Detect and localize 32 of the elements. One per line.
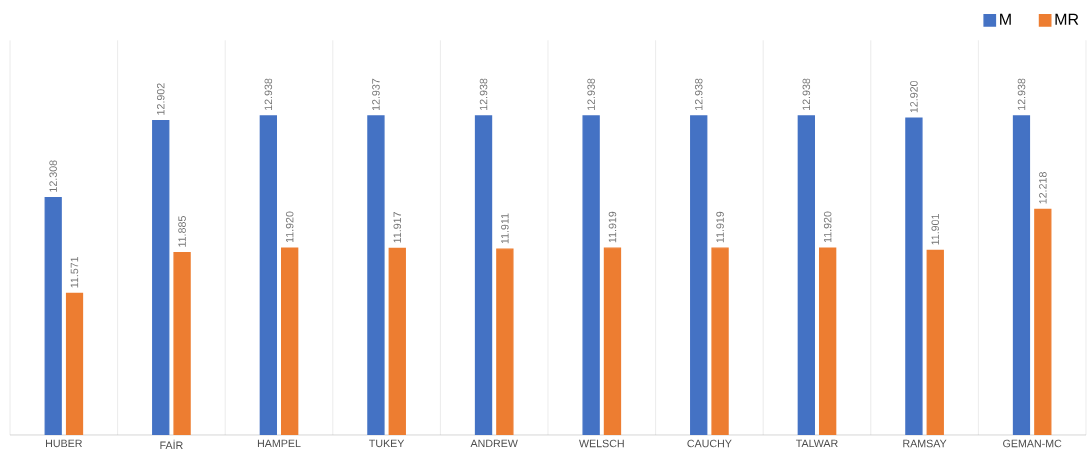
x-tick-label: FAİR (160, 439, 183, 449)
x-tick-label: HUBER (46, 439, 82, 448)
x-tick-label: CAUCHY (687, 439, 732, 448)
x-tick-label: TUKEY (369, 439, 405, 448)
data-label: 11.919 (716, 211, 724, 243)
data-label: 11.911 (501, 213, 509, 244)
x-tick-label: HAMPEL (257, 439, 301, 448)
data-label: 12.938 (802, 78, 811, 110)
data-label: 12.938 (694, 78, 703, 110)
data-label: 12.920 (910, 80, 918, 113)
data-label: 12.938 (264, 78, 273, 110)
data-label: 11.901 (931, 214, 940, 245)
data-label: 12.218 (1039, 172, 1047, 204)
data-label: 12.938 (1017, 78, 1026, 110)
x-tick-label: GEMAN-MC (1003, 439, 1062, 448)
data-label: 12.938 (479, 78, 488, 110)
x-tick-label: RAMSAY (903, 439, 947, 448)
data-label: 12.902 (156, 83, 165, 115)
data-label: 11.885 (178, 216, 186, 247)
data-label: 11.917 (393, 212, 402, 243)
x-tick-label: TALWAR (795, 439, 838, 448)
data-label: 11.920 (285, 211, 294, 243)
data-label: 11.571 (70, 256, 79, 288)
legend-label: MR (1055, 13, 1079, 25)
data-label: 11.920 (823, 211, 832, 243)
data-label: 12.938 (587, 78, 595, 110)
x-tick-label: ANDREW (470, 439, 518, 448)
legend-label: M (1000, 13, 1011, 25)
data-label: 11.919 (608, 211, 617, 243)
data-label: 12.308 (49, 160, 57, 192)
data-label: 12.937 (372, 78, 380, 111)
x-tick-label: WELSCH (579, 439, 624, 448)
